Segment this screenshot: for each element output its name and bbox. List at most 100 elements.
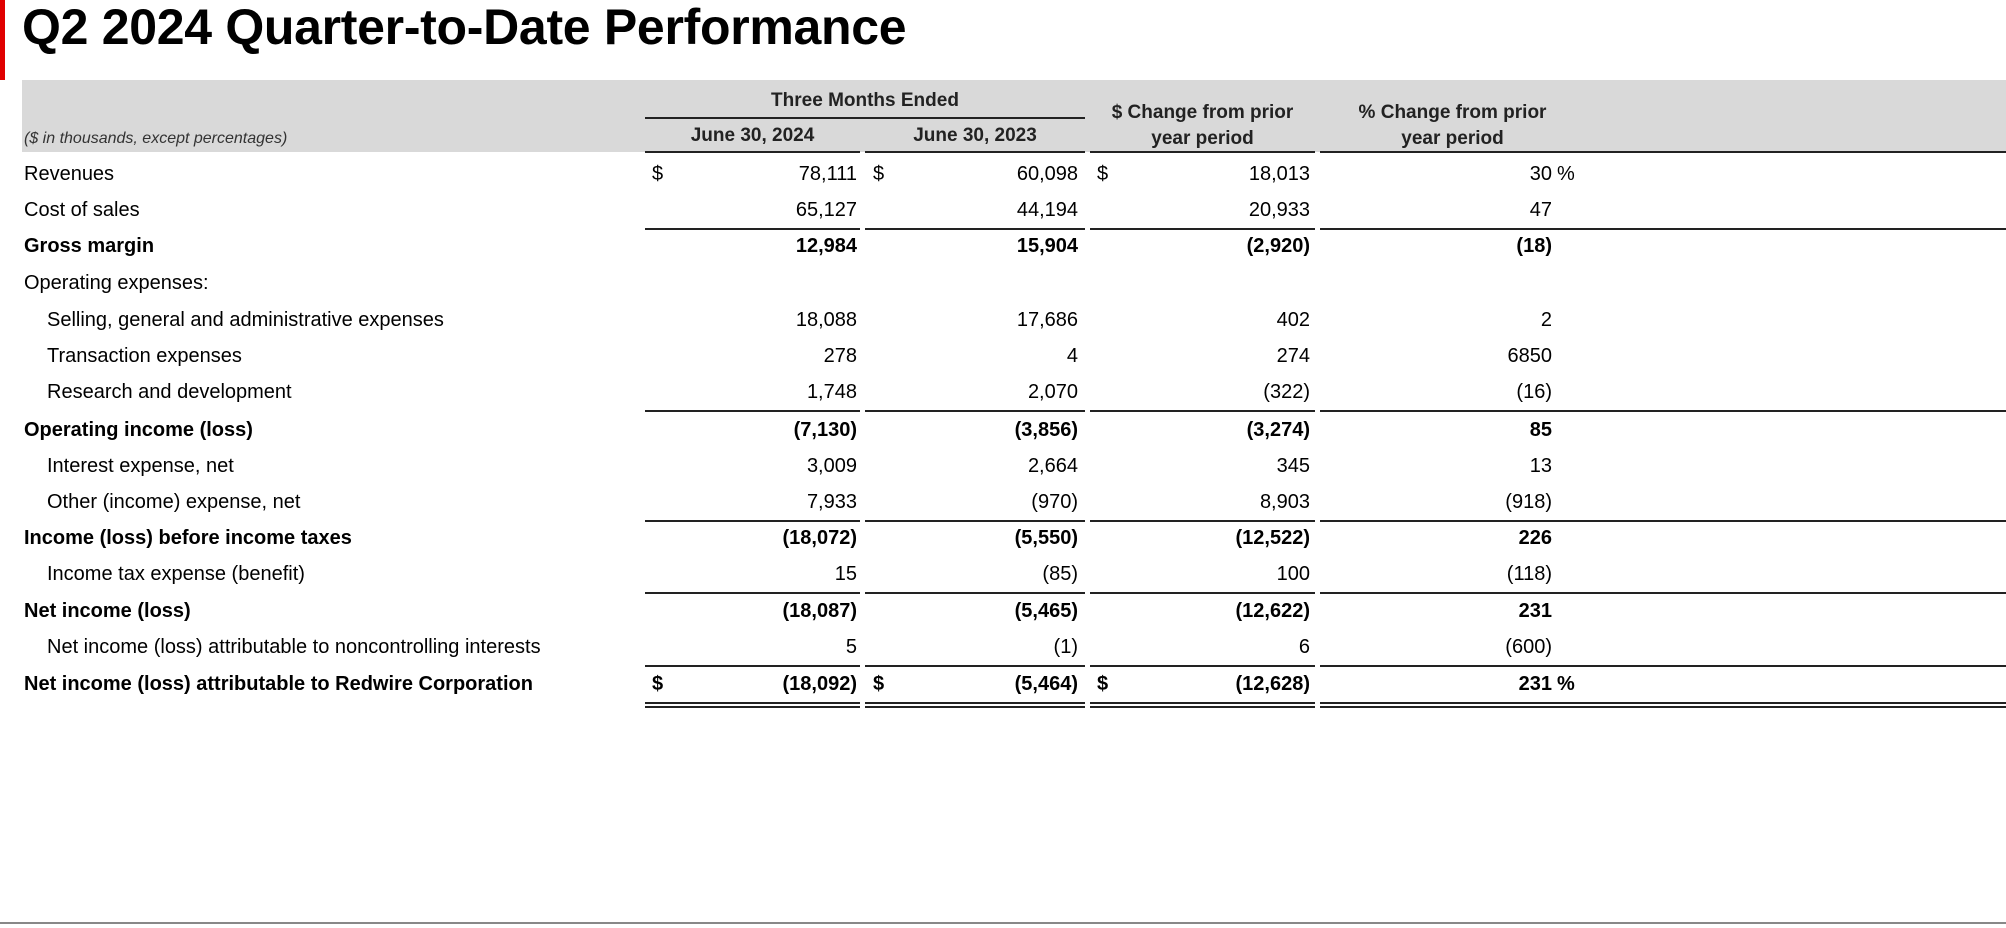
header-rule <box>1320 151 2006 153</box>
cell-v3: (2,920) <box>1246 235 1310 257</box>
cell-v4: (918) <box>1505 491 1552 513</box>
row-label: Research and development <box>47 381 292 403</box>
cell-v2: (5,465) <box>1014 600 1078 622</box>
cell-v3: 8,903 <box>1259 491 1310 513</box>
row-rule <box>1320 665 2006 667</box>
row-rule <box>1320 706 2006 708</box>
cell-v3: (322) <box>1263 381 1310 403</box>
row-rule <box>1320 228 2006 230</box>
row-rule <box>865 520 1085 522</box>
cell-v1: 78,111 <box>798 163 857 185</box>
table-row: Operating income (loss) (7,130) (3,856) (3,… <box>0 412 2006 448</box>
col-header-pct-change-line2: year period <box>1401 128 1504 149</box>
row-label: Interest expense, net <box>47 455 234 477</box>
accent-bar <box>0 0 5 80</box>
cell-v4: (16) <box>1516 381 1552 403</box>
row-label: Net income (loss) <box>24 600 191 622</box>
row-label: Revenues <box>24 163 115 185</box>
row-label: Operating income (loss) <box>24 419 253 441</box>
row-rule <box>645 706 860 708</box>
table-row: Interest expense, net 3,009 2,664 345 13 <box>0 448 2006 484</box>
row-rule <box>1090 702 1315 704</box>
cell-v1: (7,130) <box>793 419 857 441</box>
row-rule <box>1090 228 1315 230</box>
row-rule <box>645 410 860 412</box>
cell-v1: 12,984 <box>795 235 857 257</box>
cell-v3: 345 <box>1276 455 1310 477</box>
cell-v3: (12,622) <box>1235 600 1311 622</box>
cell-v3: 18,013 <box>1248 163 1310 185</box>
table-row: Operating expenses: <box>0 265 2006 301</box>
cell-v3: 100 <box>1276 563 1310 585</box>
cell-v3: 20,933 <box>1248 199 1310 221</box>
cell-v3: 6 <box>1298 636 1310 658</box>
table-row: Income tax expense (benefit) 15 (85) 100 (11… <box>0 556 2006 592</box>
cell-v1: 1,748 <box>806 381 857 403</box>
table-row: Revenues $ $ $78,111 60,098 18,013 30% <box>0 156 2006 192</box>
footer-divider <box>0 922 2006 924</box>
cell-v4: 231 <box>1518 673 1552 695</box>
cell-v3: (12,628) <box>1235 673 1311 695</box>
group-header: Three Months Ended <box>771 90 959 111</box>
row-rule <box>645 665 860 667</box>
cell-v4: 30 <box>1529 163 1552 185</box>
table-row: Net income (loss) attributable to noncon… <box>0 629 2006 665</box>
col-header-dollar-change-line2: year period <box>1151 128 1254 149</box>
currency-symbol: $ <box>873 163 885 185</box>
row-label: Gross margin <box>24 235 155 257</box>
row-label: Net income (loss) attributable to noncon… <box>47 636 541 658</box>
cell-v1: 18,088 <box>795 309 857 331</box>
col-header-2024: June 30, 2024 <box>690 125 815 146</box>
cell-v4: 2 <box>1540 309 1552 331</box>
table-row: Other (income) expense, net 7,933 (970) 8,9… <box>0 484 2006 520</box>
cell-v2: (970) <box>1031 491 1078 513</box>
cell-v4: (18) <box>1516 235 1552 257</box>
row-rule <box>865 228 1085 230</box>
currency-symbol: $ <box>652 673 664 695</box>
cell-v3: (3,274) <box>1246 419 1310 441</box>
header-rule <box>645 151 860 153</box>
cell-v2: 2,070 <box>1027 381 1078 403</box>
cell-v1: 65,127 <box>795 199 857 221</box>
cell-v2: 17,686 <box>1016 309 1078 331</box>
row-rule <box>1090 520 1315 522</box>
col-header-pct-change-line1: % Change from prior <box>1358 102 1547 123</box>
cell-v1: 3,009 <box>806 455 857 477</box>
cell-v4: (118) <box>1506 563 1552 585</box>
header-rule <box>865 151 1085 153</box>
percent-symbol: % <box>1557 673 1575 695</box>
row-rule <box>645 702 860 704</box>
row-label: Other (income) expense, net <box>47 491 301 513</box>
row-label: Operating expenses: <box>24 272 209 294</box>
col-header-dollar-change: $ Change from prior year period <box>1090 100 1315 152</box>
cell-v4: 47 <box>1529 199 1552 221</box>
table-row: Cost of sales 65,127 44,194 20,933 47 <box>0 192 2006 228</box>
row-rule <box>1320 592 2006 594</box>
row-rule <box>1090 410 1315 412</box>
row-rule <box>865 410 1085 412</box>
table-row: Net income (loss) (18,087) (5,465) (12,622)… <box>0 593 2006 629</box>
table-row: Net income (loss) attributable to Redwir… <box>0 666 2006 702</box>
table-row: Gross margin 12,984 15,904 (2,920) (18) <box>0 228 2006 264</box>
cell-v1: 7,933 <box>806 491 857 513</box>
cell-v2: (85) <box>1042 563 1078 585</box>
cell-v2: 4 <box>1066 345 1078 367</box>
page-title: Q2 2024 Quarter-to-Date Performance <box>22 0 907 55</box>
currency-symbol: $ <box>1097 163 1109 185</box>
currency-symbol: $ <box>652 163 664 185</box>
table-header-band <box>22 80 2006 152</box>
row-label: Cost of sales <box>24 199 140 221</box>
cell-v4: 226 <box>1518 527 1552 549</box>
cell-v4: 6850 <box>1507 345 1553 367</box>
cell-v2: (5,464) <box>1014 673 1078 695</box>
cell-v4: 13 <box>1529 455 1552 477</box>
row-rule <box>1320 702 2006 704</box>
row-rule <box>645 592 860 594</box>
row-rule <box>645 228 860 230</box>
cell-v4: 231 <box>1518 600 1552 622</box>
cell-v3: 402 <box>1276 309 1310 331</box>
row-label: Transaction expenses <box>47 345 242 367</box>
percent-symbol: % <box>1557 163 1575 185</box>
row-label: Net income (loss) attributable to Redwir… <box>24 673 533 695</box>
col-header-2023: June 30, 2023 <box>913 125 1037 146</box>
